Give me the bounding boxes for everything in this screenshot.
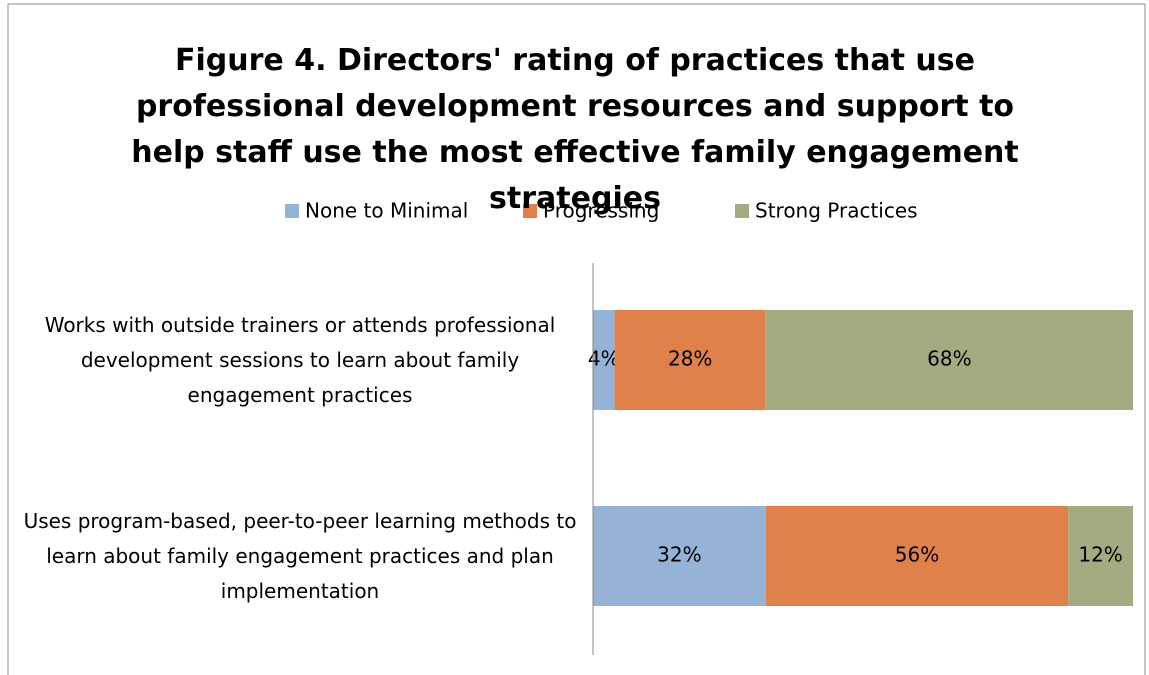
bar-segment bbox=[1068, 506, 1133, 606]
legend-swatch bbox=[735, 204, 749, 218]
legend-label: Strong Practices bbox=[755, 199, 918, 223]
y-tick-label: Uses program-based, peer-to-peer learnin… bbox=[23, 508, 577, 603]
legend-label: None to Minimal bbox=[305, 199, 468, 223]
chart-border bbox=[7, 3, 1146, 675]
chart-title: Figure 4. Directors' rating of practices… bbox=[131, 43, 1019, 216]
legend-swatch bbox=[523, 204, 537, 218]
data-label: 68% bbox=[927, 347, 971, 371]
y-tick-label: Works with outside trainers or attends p… bbox=[44, 312, 556, 407]
bar-segment bbox=[765, 310, 1133, 410]
bar-segment bbox=[593, 506, 766, 606]
data-label: 12% bbox=[1078, 543, 1122, 567]
legend-label: Progressing bbox=[543, 199, 659, 223]
legend-swatch bbox=[285, 204, 299, 218]
bar-segment bbox=[614, 310, 766, 410]
data-label: 32% bbox=[657, 543, 701, 567]
bar-segment bbox=[593, 310, 615, 410]
bar-segment bbox=[765, 506, 1069, 606]
data-label: 28% bbox=[668, 347, 712, 371]
data-label: 56% bbox=[895, 543, 939, 567]
